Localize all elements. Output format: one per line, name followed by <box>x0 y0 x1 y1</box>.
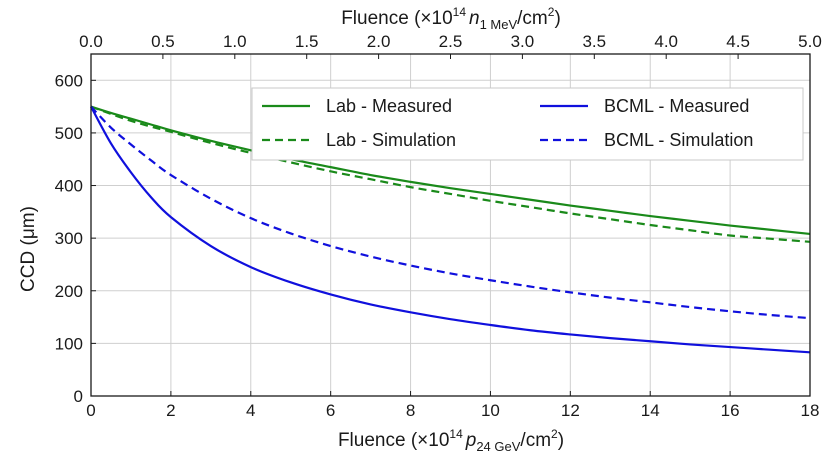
x2-tick-label: 1.5 <box>295 32 319 51</box>
x-tick-label: 10 <box>481 401 500 420</box>
tick-labels: 0 2 4 6 8 10 12 14 16 18 0 100 200 300 400 500 600 0.0 0.5… <box>55 32 822 420</box>
x2-tick-label: 5.0 <box>798 32 822 51</box>
legend-label-lab-simulation: Lab - Simulation <box>326 130 456 150</box>
legend-label-bcml-simulation: BCML - Simulation <box>604 130 753 150</box>
x2-tick-label: 0.5 <box>151 32 175 51</box>
y-tick-label: 500 <box>55 124 83 143</box>
x2-tick-label: 4.0 <box>654 32 678 51</box>
series-line-lab-simulation <box>90 105 811 243</box>
x-tick-label: 8 <box>406 401 415 420</box>
y-tick-label: 0 <box>74 387 83 406</box>
x-tick-label: 6 <box>326 401 335 420</box>
x-tick-label: 18 <box>801 401 820 420</box>
x2-tick-label: 4.5 <box>726 32 750 51</box>
x-tick-label: 16 <box>721 401 740 420</box>
series-line-bcml-measured <box>90 106 811 354</box>
x2-tick-label: 1.0 <box>223 32 247 51</box>
y-tick-label: 300 <box>55 229 83 248</box>
x-tick-label: 0 <box>86 401 95 420</box>
legend: Lab - Measured Lab - Simulation BCML - M… <box>251 87 804 161</box>
x-tick-label: 14 <box>641 401 660 420</box>
x2-tick-label: 2.5 <box>439 32 463 51</box>
x2-tick-label: 2.0 <box>367 32 391 51</box>
x2-axis-title: Fluence (×1014 n1 MeV/cm2) <box>341 5 561 32</box>
y-tick-label: 400 <box>55 177 83 196</box>
legend-frame <box>251 87 804 161</box>
x2-tick-label: 3.0 <box>511 32 535 51</box>
y-tick-label: 200 <box>55 282 83 301</box>
x-axis-title: Fluence (×1014 p24 GeV/cm2) <box>338 427 564 454</box>
y-axis-title: CCD (μm) <box>18 206 39 292</box>
y-tick-label: 600 <box>55 71 83 90</box>
x-tick-label: 2 <box>166 401 175 420</box>
x2-tick-label: 0.0 <box>79 32 103 51</box>
series-line-lab-measured <box>90 105 811 236</box>
legend-label-lab-measured: Lab - Measured <box>326 96 452 116</box>
x-tick-label: 12 <box>561 401 580 420</box>
series-lines <box>90 105 811 354</box>
legend-label-bcml-measured: BCML - Measured <box>604 96 749 116</box>
tick-marks <box>90 54 811 397</box>
x-tick-label: 4 <box>246 401 255 420</box>
x2-tick-label: 3.5 <box>582 32 606 51</box>
y-tick-label: 100 <box>55 334 83 353</box>
